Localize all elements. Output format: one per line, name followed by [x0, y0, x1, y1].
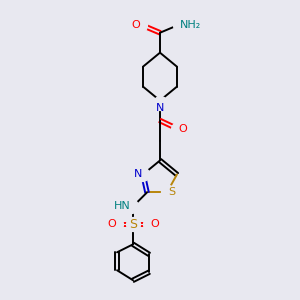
Text: NH₂: NH₂: [180, 20, 201, 30]
Text: N: N: [156, 103, 164, 112]
Text: HN: HN: [114, 201, 131, 212]
Text: S: S: [129, 218, 137, 231]
Text: N: N: [134, 169, 142, 179]
Text: O: O: [131, 20, 140, 30]
Text: O: O: [178, 124, 187, 134]
Text: O: O: [150, 219, 159, 230]
Text: S: S: [168, 188, 175, 197]
Text: O: O: [107, 219, 116, 230]
